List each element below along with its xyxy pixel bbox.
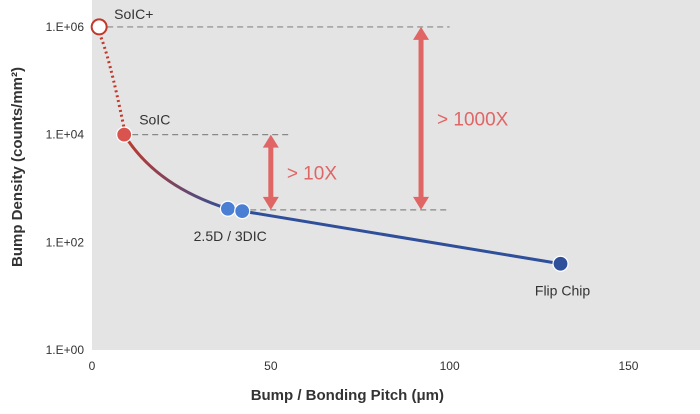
reference-lines: [107, 26, 450, 211]
y-tick-label: 1.E+04: [46, 128, 85, 142]
x-axis-title: Bump / Bonding Pitch (μm): [251, 387, 444, 404]
y-tick-label: 1.E+00: [46, 343, 85, 357]
point-label: Flip Chip: [535, 283, 590, 299]
data-points: [90, 18, 569, 272]
difference-arrows: > 10X > 1000X: [262, 26, 509, 210]
arrow-head-up: [413, 26, 430, 40]
point-label: SoIC: [139, 112, 170, 128]
data-point: [552, 255, 569, 272]
x-tick-label: 100: [440, 359, 460, 373]
point-labels: SoIC+ SoIC 2.5D / 3DIC Flip Chip: [114, 6, 590, 299]
point-label: 2.5D / 3DIC: [194, 228, 267, 244]
x-tick-label: 150: [618, 359, 638, 373]
y-tick-label: 1.E+06: [46, 20, 85, 34]
data-point: [234, 202, 251, 220]
soic-to-2.5d-curve: [122, 133, 229, 211]
arrow-head-down: [262, 196, 279, 210]
y-axis-title: Bump Density (counts/mm²): [9, 67, 26, 267]
point-label: SoIC+: [114, 6, 153, 22]
arrow-head-down: [413, 196, 430, 210]
trend-curves: [97, 32, 561, 266]
data-point: [90, 18, 108, 36]
y-axis-ticks: 1.E+00 1.E+02 1.E+04 1.E+06: [46, 20, 85, 357]
difference-label: > 1000X: [437, 109, 509, 130]
arrow-head-up: [262, 134, 279, 148]
y-tick-label: 1.E+02: [46, 235, 85, 249]
data-point: [219, 200, 237, 217]
data-point: [116, 126, 133, 143]
flipchip-trend-line: [241, 209, 561, 266]
x-axis-ticks: 0 50 100 150: [89, 359, 639, 373]
x-tick-label: 50: [264, 359, 278, 373]
plot-area: [92, 0, 700, 350]
x-tick-label: 0: [89, 359, 96, 373]
soic-plus-dotted-curve: [97, 32, 126, 129]
difference-label: > 10X: [287, 163, 338, 184]
